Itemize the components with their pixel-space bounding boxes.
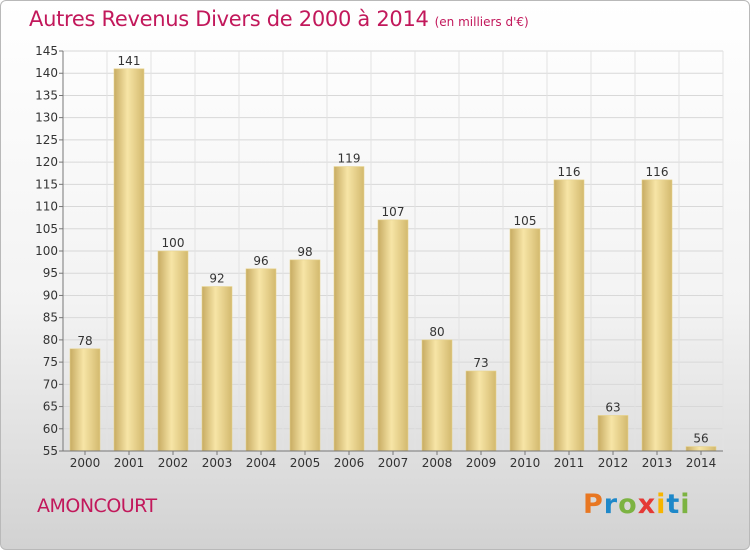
y-tick-label: 90 (43, 288, 58, 302)
bar-2011 (553, 179, 585, 452)
bar-value-label: 105 (514, 214, 537, 228)
y-tick-label: 95 (43, 266, 58, 280)
bar-2003 (201, 286, 233, 452)
bar-2005 (289, 259, 321, 452)
chart-title-text: Autres Revenus Divers de 2000 à 2014 (29, 7, 429, 31)
x-tick-label: 2012 (598, 456, 629, 470)
logo-letter: i (680, 489, 691, 520)
bar-value-label: 107 (382, 205, 405, 219)
proxiti-logo: Proxiti (583, 489, 691, 520)
chart-unit: (en milliers d'€) (434, 15, 529, 29)
bar-value-label: 141 (118, 54, 141, 68)
x-tick-label: 2009 (466, 456, 497, 470)
y-tick-label: 70 (43, 377, 58, 391)
x-tick-label: 2000 (70, 456, 101, 470)
bar-value-label: 98 (297, 245, 312, 259)
x-tick-label: 2003 (202, 456, 233, 470)
bar-value-label: 100 (162, 236, 185, 250)
bar-value-label: 78 (77, 334, 92, 348)
bar-2000 (69, 348, 101, 452)
bar-value-label: 96 (253, 254, 268, 268)
bar-2010 (509, 228, 541, 452)
logo-letter: r (603, 489, 619, 520)
x-tick-label: 2002 (158, 456, 189, 470)
chart-title: Autres Revenus Divers de 2000 à 2014 (en … (29, 7, 529, 31)
bar-value-label: 63 (605, 400, 620, 414)
bar-2009 (465, 370, 497, 452)
logo-letter: i (656, 489, 667, 520)
bar-2007 (377, 219, 409, 452)
x-tick-label: 2014 (686, 456, 717, 470)
y-tick-label: 65 (43, 400, 58, 414)
y-tick-label: 130 (35, 111, 58, 125)
bar-value-label: 80 (429, 325, 444, 339)
y-tick-label: 115 (35, 177, 58, 191)
x-tick-label: 2004 (246, 456, 277, 470)
x-tick-label: 2008 (422, 456, 453, 470)
bar-2013 (641, 179, 673, 452)
x-tick-label: 2013 (642, 456, 673, 470)
bar-2012 (597, 415, 629, 452)
y-tick-label: 105 (35, 222, 58, 236)
bar-value-label: 92 (209, 272, 224, 286)
logo-letter: x (637, 489, 657, 520)
y-tick-label: 140 (35, 66, 58, 80)
y-tick-label: 135 (35, 88, 58, 102)
x-tick-label: 2001 (114, 456, 145, 470)
x-tick-label: 2010 (510, 456, 541, 470)
y-tick-label: 55 (43, 444, 58, 458)
bar-2002 (157, 250, 189, 452)
x-tick-label: 2006 (334, 456, 365, 470)
commune-name: AMONCOURT (37, 495, 157, 517)
bar-2014 (685, 446, 717, 452)
y-tick-label: 125 (35, 133, 58, 147)
bar-value-label: 73 (473, 356, 488, 370)
y-tick-label: 80 (43, 333, 58, 347)
y-tick-label: 120 (35, 155, 58, 169)
y-tick-label: 145 (35, 44, 58, 58)
bar-value-label: 116 (558, 165, 581, 179)
logo-letter: t (666, 489, 681, 520)
logo-letter: P (583, 489, 604, 520)
x-tick-label: 2005 (290, 456, 321, 470)
bar-value-label: 56 (693, 432, 708, 446)
axis-layer: 55 60 65 70 75 80 85 90 95 100 105 110 115 120 125 130 1… (35, 44, 723, 470)
y-tick-label: 110 (35, 200, 58, 214)
y-tick-label: 100 (35, 244, 58, 258)
x-tick-label: 2011 (554, 456, 585, 470)
bar-2006 (333, 166, 365, 452)
logo-letter: o (618, 489, 638, 520)
bar-2008 (421, 339, 453, 452)
bar-layer: 78 141 100 92 96 98 119 107 80 73 105 116 63 116 56 (69, 54, 717, 452)
bar-2004 (245, 268, 277, 452)
y-tick-label: 85 (43, 311, 58, 325)
y-tick-label: 60 (43, 422, 58, 436)
y-tick-label: 75 (43, 355, 58, 369)
bar-2001 (113, 68, 145, 452)
bar-value-label: 116 (646, 165, 669, 179)
x-tick-label: 2007 (378, 456, 409, 470)
bar-value-label: 119 (338, 152, 361, 166)
